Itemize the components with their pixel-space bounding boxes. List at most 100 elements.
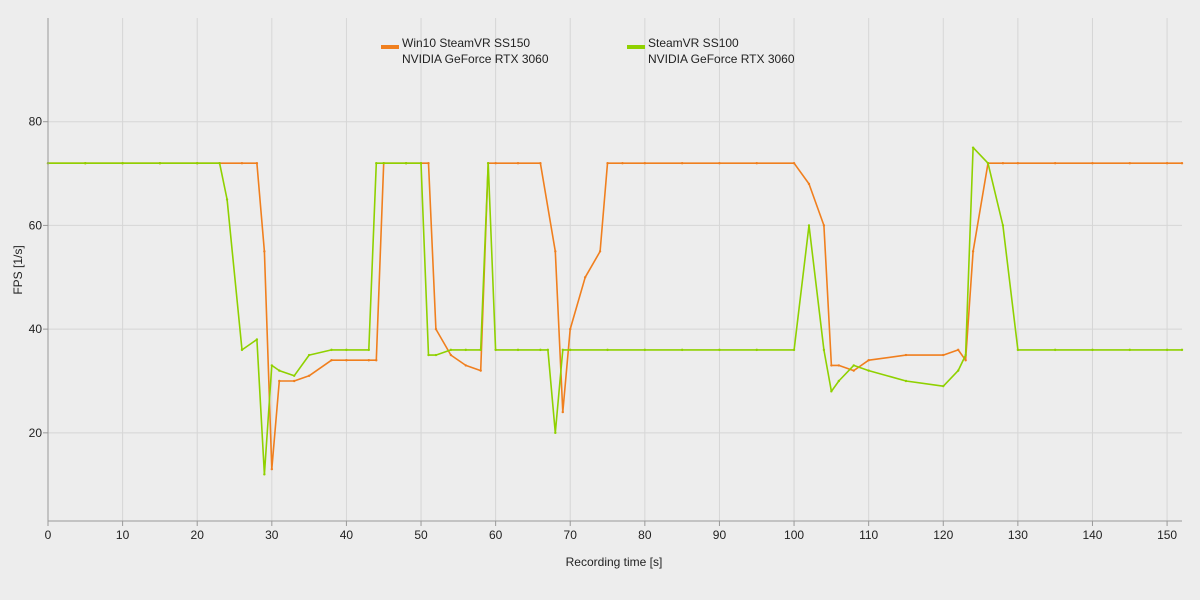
series-point <box>270 364 274 367</box>
series-point <box>1128 161 1131 165</box>
series-point <box>255 338 259 341</box>
axes: 0 10 20 30 40 50 60 70 80 90 100 110 120 130 140 150 20 4… <box>29 18 1182 542</box>
series-point <box>1091 161 1094 165</box>
series-point <box>837 364 841 367</box>
series-point <box>971 250 975 253</box>
series-point <box>852 369 855 372</box>
legend-swatch <box>627 45 645 49</box>
series-point <box>292 379 296 383</box>
series-point <box>680 161 684 165</box>
series-point <box>643 161 647 165</box>
legend-item-0: Win10 SteamVR SS150 NVIDIA GeForce RTX 30… <box>381 36 549 66</box>
series-point <box>986 161 990 165</box>
legend: Win10 SteamVR SS150 NVIDIA GeForce RTX 30… <box>381 36 795 66</box>
series-point <box>830 364 833 367</box>
legend-label-line2: NVIDIA GeForce RTX 3060 <box>648 52 795 66</box>
x-tick-label: 60 <box>489 528 503 542</box>
series-point <box>830 390 833 393</box>
series-point <box>240 161 244 165</box>
series-point <box>822 348 826 352</box>
series-point <box>494 348 497 352</box>
series-point <box>278 369 281 372</box>
series-point <box>807 182 811 186</box>
series-point <box>792 161 796 165</box>
x-tick-label: 100 <box>784 528 804 542</box>
series-point <box>121 161 124 165</box>
series-point <box>516 348 520 352</box>
y-tick-label: 60 <box>29 218 43 232</box>
series-point <box>486 161 490 165</box>
grid <box>47 18 1182 521</box>
series-point <box>307 353 311 357</box>
x-tick-label: 130 <box>1008 528 1028 542</box>
series-layer <box>46 146 1184 476</box>
x-tick-label: 0 <box>45 528 52 542</box>
x-tick-label: 20 <box>191 528 205 542</box>
legend-swatch <box>381 45 399 49</box>
series-point <box>971 146 975 149</box>
series-point <box>621 161 624 165</box>
series-point <box>375 359 378 362</box>
series-point <box>583 276 587 279</box>
series-point <box>792 348 796 352</box>
legend-label: Win10 SteamVR SS150 <box>402 36 530 50</box>
series-point <box>225 198 229 201</box>
series-point <box>956 348 960 352</box>
series-point <box>345 359 348 362</box>
series-point <box>1016 348 1020 352</box>
series-point <box>755 161 758 165</box>
y-axis-label: FPS [1/s] <box>11 245 25 294</box>
series-point <box>479 369 482 372</box>
series-line-0 <box>48 162 1182 470</box>
series-point <box>1180 348 1184 352</box>
series-point <box>427 353 430 357</box>
series-point <box>852 364 855 367</box>
series-point <box>255 161 259 165</box>
series-point <box>307 374 311 378</box>
series-point <box>1053 161 1057 165</box>
series-point <box>375 161 378 165</box>
series-point <box>1053 348 1057 352</box>
series-point <box>539 161 542 165</box>
series-point <box>367 359 371 362</box>
series-point <box>263 473 266 476</box>
series-point <box>718 161 721 165</box>
x-tick-label: 40 <box>340 528 354 542</box>
series-point <box>569 348 572 352</box>
series-point <box>449 348 453 352</box>
series-point <box>494 161 497 165</box>
series-point <box>755 348 758 352</box>
series-point <box>345 348 348 352</box>
series-point <box>278 379 281 383</box>
series-line-1 <box>48 146 1182 476</box>
x-tick-label: 150 <box>1157 528 1177 542</box>
series-point <box>643 348 647 352</box>
series-point <box>434 327 438 331</box>
series-point <box>837 379 841 383</box>
series-point <box>561 348 564 352</box>
series-point <box>904 353 908 357</box>
series-point <box>942 353 945 357</box>
series-point <box>554 250 557 253</box>
series-point <box>546 348 550 352</box>
series-point <box>1091 348 1094 352</box>
y-tick-label: 80 <box>29 115 43 129</box>
series-point <box>561 410 564 414</box>
series-point <box>718 348 721 352</box>
series-point <box>606 348 609 352</box>
series-point <box>956 369 960 372</box>
series-point <box>807 224 811 227</box>
series-point <box>680 348 684 352</box>
series-point <box>464 364 467 367</box>
legend-item-1: SteamVR SS100 NVIDIA GeForce RTX 3060 <box>627 36 795 66</box>
series-point <box>964 359 967 362</box>
x-tick-label: 90 <box>713 528 727 542</box>
series-point <box>1001 224 1005 227</box>
series-point <box>606 161 609 165</box>
series-point <box>1128 348 1131 352</box>
x-tick-label: 70 <box>564 528 578 542</box>
series-point <box>479 348 482 352</box>
series-point <box>569 327 572 331</box>
y-tick-label: 20 <box>29 426 43 440</box>
